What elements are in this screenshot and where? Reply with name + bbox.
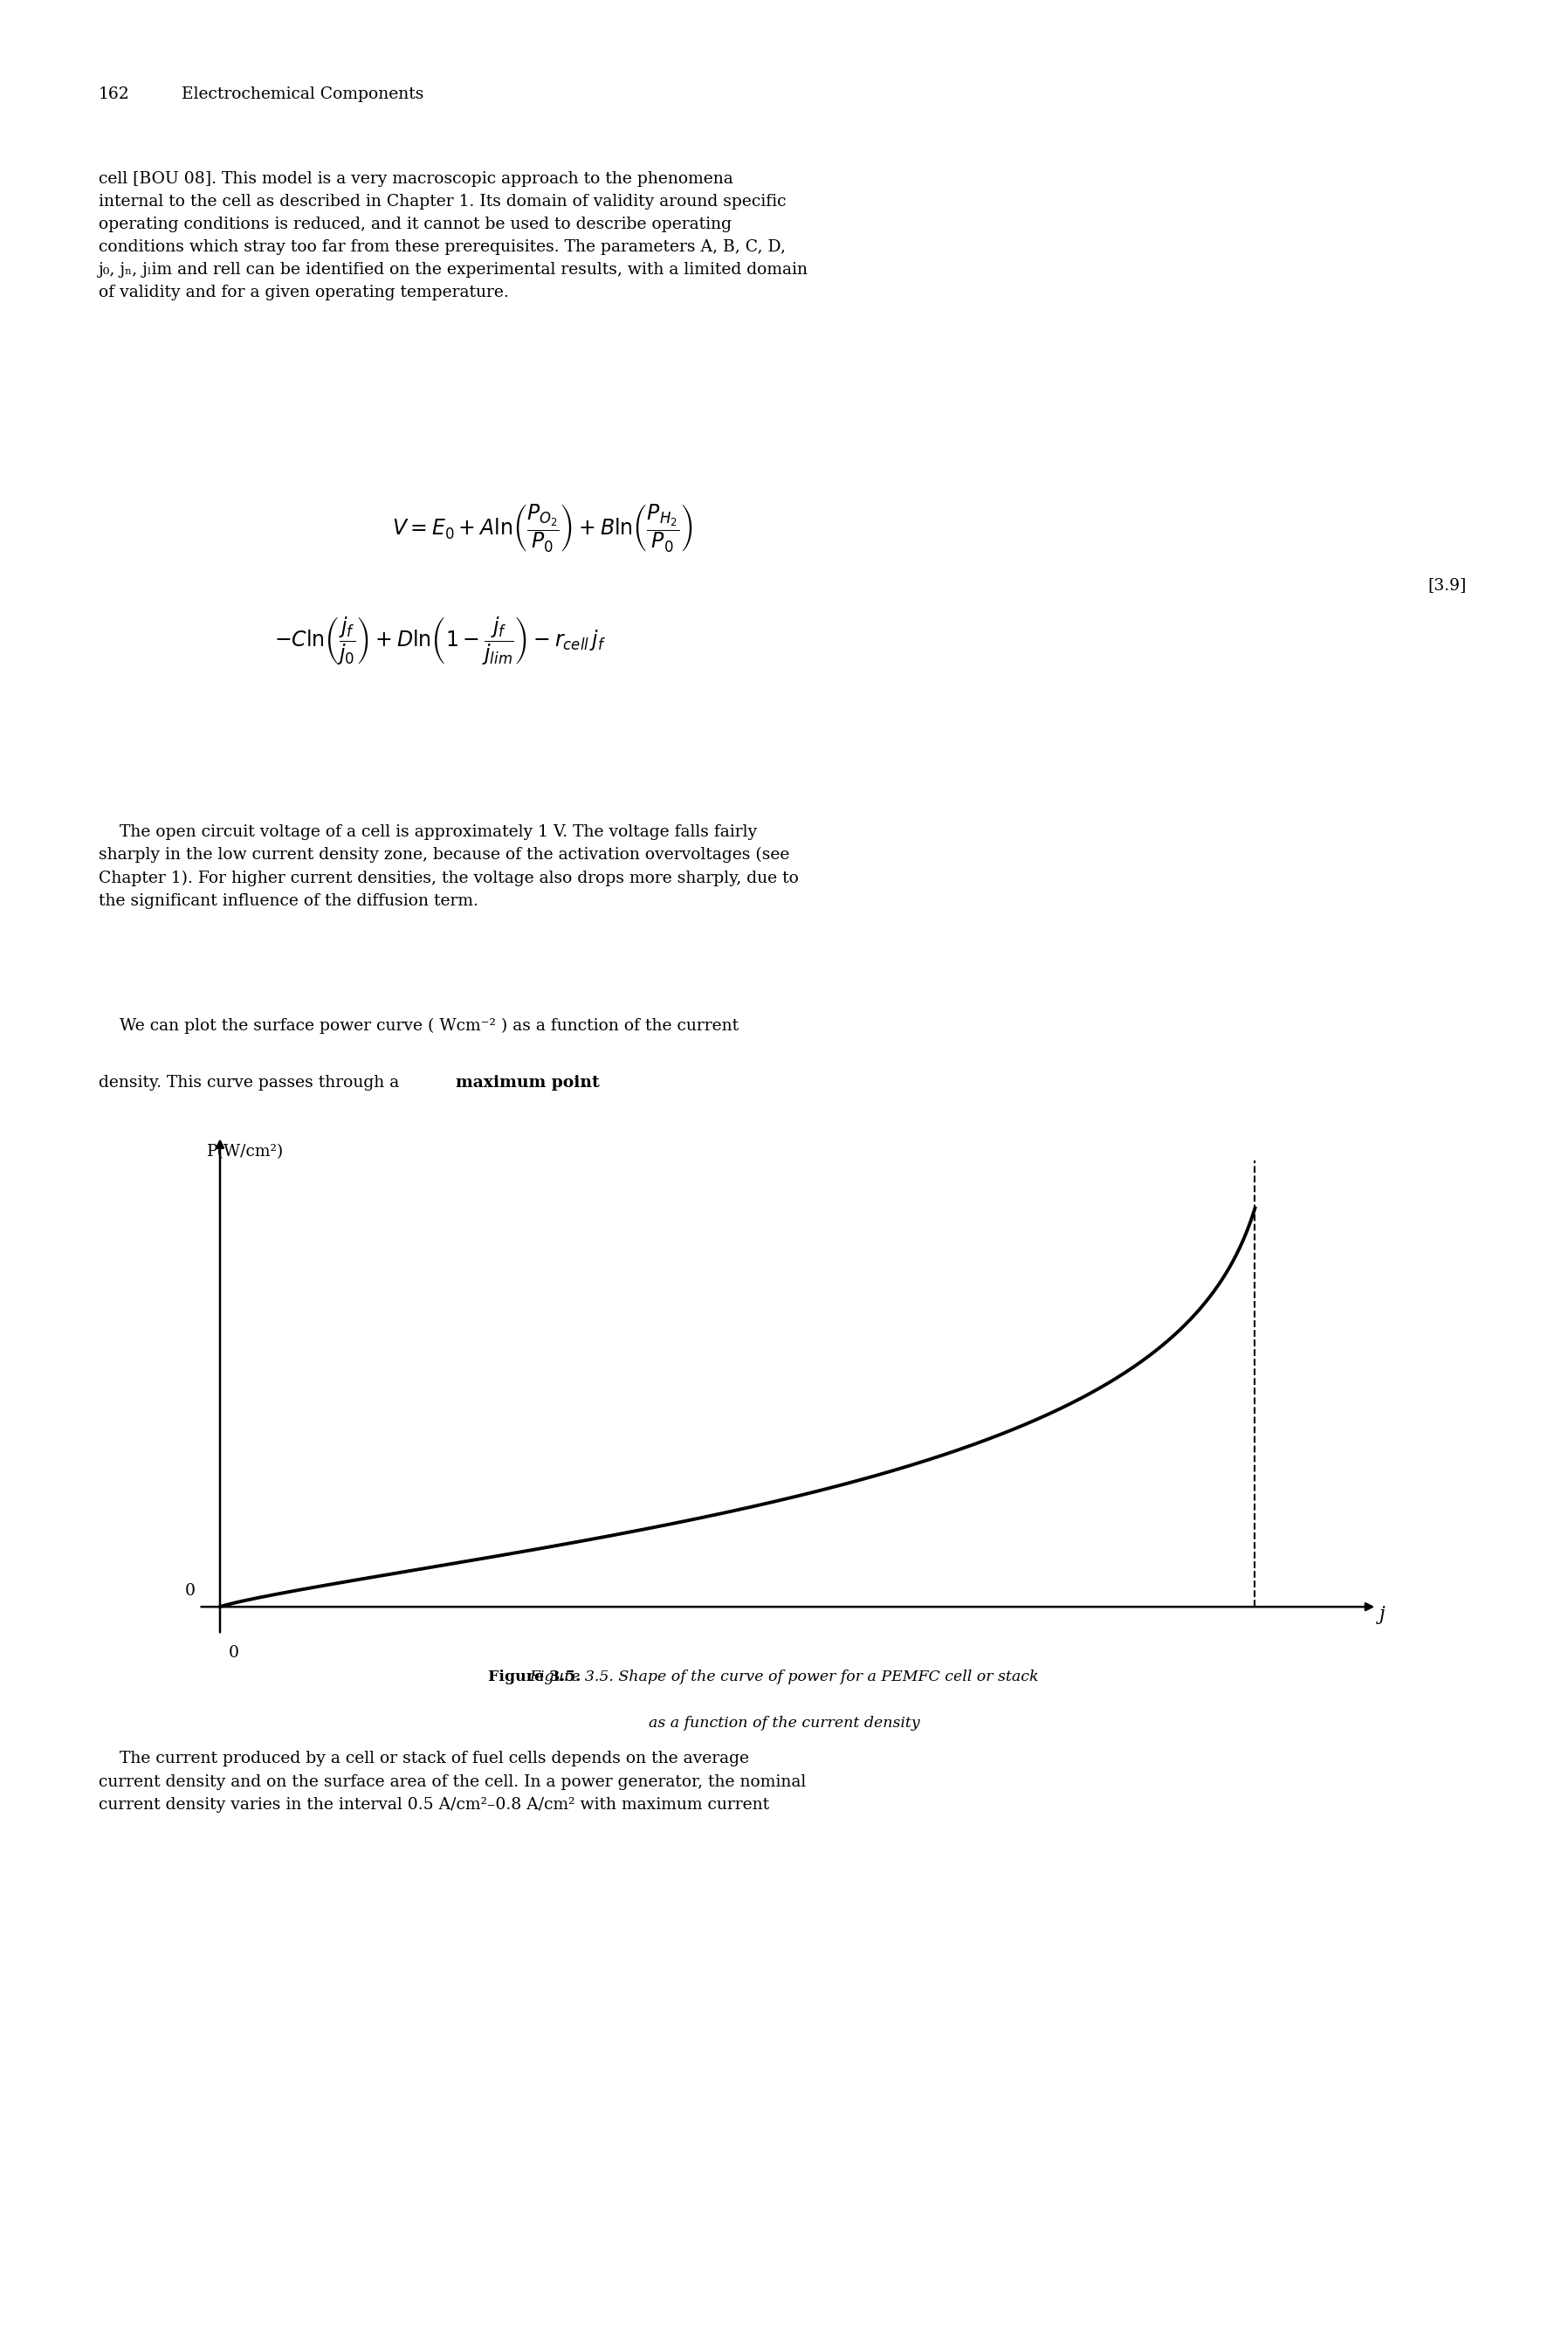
Text: as a function of the current density: as a function of the current density bbox=[648, 1716, 920, 1730]
Text: [3.9]: [3.9] bbox=[1427, 578, 1466, 592]
Text: 0: 0 bbox=[185, 1583, 196, 1599]
Text: cell [BOU 08]. This model is a very macroscopic approach to the phenomena
intern: cell [BOU 08]. This model is a very macr… bbox=[99, 171, 809, 300]
Text: Figure 3.5. Shape of the curve of power for a PEMFC cell or stack: Figure 3.5. Shape of the curve of power … bbox=[530, 1669, 1038, 1683]
Text: P(W/cm²): P(W/cm²) bbox=[207, 1145, 284, 1161]
Text: 0: 0 bbox=[229, 1646, 238, 1660]
Text: .: . bbox=[580, 1075, 586, 1091]
Text: maximum point: maximum point bbox=[456, 1075, 599, 1091]
Text: We can plot the surface power curve ( Wcm⁻² ) as a function of the current: We can plot the surface power curve ( Wc… bbox=[99, 1018, 739, 1035]
Text: $-C\ln\!\left(\dfrac{j_f}{j_0}\right) + D\ln\!\left(1 - \dfrac{j_f}{j_{lim}}\rig: $-C\ln\!\left(\dfrac{j_f}{j_0}\right) + … bbox=[274, 616, 607, 667]
Text: density. This curve passes through a: density. This curve passes through a bbox=[99, 1075, 405, 1091]
Text: The open circuit voltage of a cell is approximately 1 V. The voltage falls fairl: The open circuit voltage of a cell is ap… bbox=[99, 824, 798, 908]
Text: Electrochemical Components: Electrochemical Components bbox=[182, 87, 423, 103]
Text: Figure 3.5.: Figure 3.5. bbox=[488, 1669, 582, 1683]
Text: 162: 162 bbox=[99, 87, 130, 103]
Text: $V = E_0 + A\ln\!\left(\dfrac{P_{O_2}}{P_0}\right) + B\ln\!\left(\dfrac{P_{H_2}}: $V = E_0 + A\ln\!\left(\dfrac{P_{O_2}}{P… bbox=[392, 503, 693, 555]
Text: j: j bbox=[1380, 1606, 1385, 1625]
Text: The current produced by a cell or stack of fuel cells depends on the average
cur: The current produced by a cell or stack … bbox=[99, 1751, 806, 1812]
